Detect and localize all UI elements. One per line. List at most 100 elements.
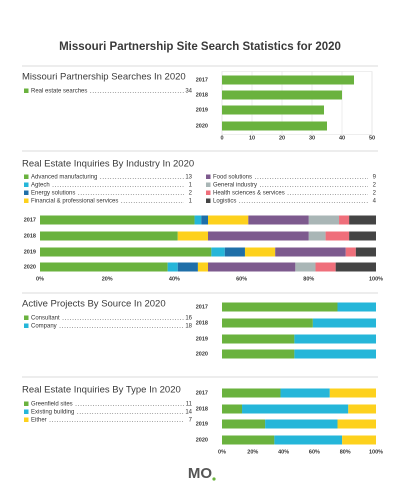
legend-count: 4: [373, 199, 377, 205]
bar: [222, 90, 342, 100]
legend-count: 2: [373, 183, 377, 189]
y-tick-label: 2017: [196, 390, 208, 396]
x-tick-label: 0: [220, 135, 223, 141]
y-tick-label: 2020: [196, 123, 208, 129]
legend-count: 34: [185, 89, 192, 95]
x-tick-label: 20%: [102, 276, 113, 282]
legend-count: 1: [189, 199, 193, 205]
y-tick-label: 2020: [196, 351, 208, 357]
y-tick-label: 2018: [196, 92, 208, 98]
legend-label: Health sciences & services: [213, 191, 285, 197]
legend-label: Energy solutions: [31, 191, 75, 197]
x-tick-label: 40%: [169, 276, 180, 282]
x-tick-label: 50: [369, 135, 375, 141]
bar-segment: [201, 215, 208, 225]
y-tick-label: 2020: [196, 437, 208, 443]
bar-segment: [167, 262, 178, 272]
legend-swatch: [24, 174, 29, 179]
bar-segment: [342, 435, 376, 445]
bar: [222, 75, 354, 85]
bar-segment: [40, 262, 168, 272]
bar-segment: [242, 404, 349, 414]
y-tick-label: 2019: [196, 421, 208, 427]
legend-swatch: [24, 198, 29, 203]
legend-label: Either: [31, 418, 47, 424]
section-title: Active Projects By Source In 2020: [22, 299, 166, 310]
bar-segment: [294, 334, 376, 344]
y-tick-label: 2019: [196, 107, 208, 113]
bar-segment: [308, 215, 340, 225]
bar: [222, 105, 324, 115]
y-tick-label: 2017: [196, 304, 208, 310]
legend-label: Financial & professional services: [31, 199, 118, 205]
main-title: Missouri Partnership Site Search Statist…: [59, 41, 341, 53]
y-tick-label: 2017: [24, 217, 36, 223]
legend-label: Logistics: [213, 199, 236, 205]
section-title: Real Estate Inquiries By Type In 2020: [22, 385, 181, 396]
legend-label: Consultant: [31, 316, 60, 322]
legend-swatch: [24, 88, 29, 93]
bar-segment: [211, 247, 225, 257]
legend-count: 2: [189, 191, 193, 197]
x-tick-label: 10: [249, 135, 255, 141]
legend-count: 1: [189, 183, 193, 189]
bar-segment: [222, 349, 295, 359]
y-tick-label: 2020: [24, 264, 36, 270]
bar-segment: [265, 419, 338, 429]
bar-segment: [345, 247, 356, 257]
section-title: Missouri Partnership Searches In 2020: [22, 72, 186, 83]
bar-segment: [339, 215, 350, 225]
legend-count: 13: [185, 175, 192, 181]
y-tick-label: 2018: [196, 406, 208, 412]
bar: [222, 121, 327, 131]
logo: MO: [188, 465, 212, 482]
legend-label: Existing building: [31, 410, 74, 416]
y-tick-label: 2018: [24, 233, 36, 239]
bar-segment: [325, 231, 350, 241]
legend-label: Food solutions: [213, 175, 252, 181]
x-tick-label: 30: [309, 135, 315, 141]
legend-count: 14: [185, 410, 192, 416]
y-tick-label: 2017: [196, 77, 208, 83]
x-tick-label: 80%: [303, 276, 314, 282]
bar-segment: [335, 262, 376, 272]
bar-segment: [222, 388, 281, 398]
bar-segment: [177, 262, 198, 272]
x-tick-label: 80%: [340, 449, 351, 455]
legend-swatch: [24, 190, 29, 195]
bar-segment: [337, 302, 376, 312]
legend-swatch: [206, 198, 211, 203]
legend-count: 7: [189, 418, 193, 424]
bar-segment: [40, 247, 212, 257]
legend-swatch: [24, 315, 29, 320]
legend-label: Advanced manufacturing: [31, 175, 97, 181]
bar-segment: [315, 262, 336, 272]
legend-count: 9: [373, 175, 377, 181]
x-tick-label: 40: [339, 135, 345, 141]
y-tick-label: 2019: [196, 336, 208, 342]
x-tick-label: 100%: [369, 449, 383, 455]
bar-segment: [222, 334, 295, 344]
legend-swatch: [24, 182, 29, 187]
bar-segment: [40, 215, 195, 225]
x-tick-label: 60%: [309, 449, 320, 455]
legend-label: Greenfield sites: [31, 402, 73, 408]
legend-swatch: [24, 409, 29, 414]
x-tick-label: 20%: [247, 449, 258, 455]
x-tick-label: 0%: [218, 449, 226, 455]
bar-segment: [248, 215, 309, 225]
bar-segment: [312, 318, 376, 328]
bar-segment: [224, 247, 245, 257]
bar-segment: [197, 262, 208, 272]
legend-label: General industry: [213, 183, 257, 189]
bar-segment: [349, 231, 376, 241]
bar-segment: [208, 262, 296, 272]
legend-swatch: [206, 182, 211, 187]
bar-segment: [274, 435, 343, 445]
x-tick-label: 0%: [36, 276, 44, 282]
bar-segment: [222, 302, 338, 312]
bar-segment: [295, 262, 316, 272]
bar-segment: [308, 231, 326, 241]
bar-segment: [280, 388, 330, 398]
